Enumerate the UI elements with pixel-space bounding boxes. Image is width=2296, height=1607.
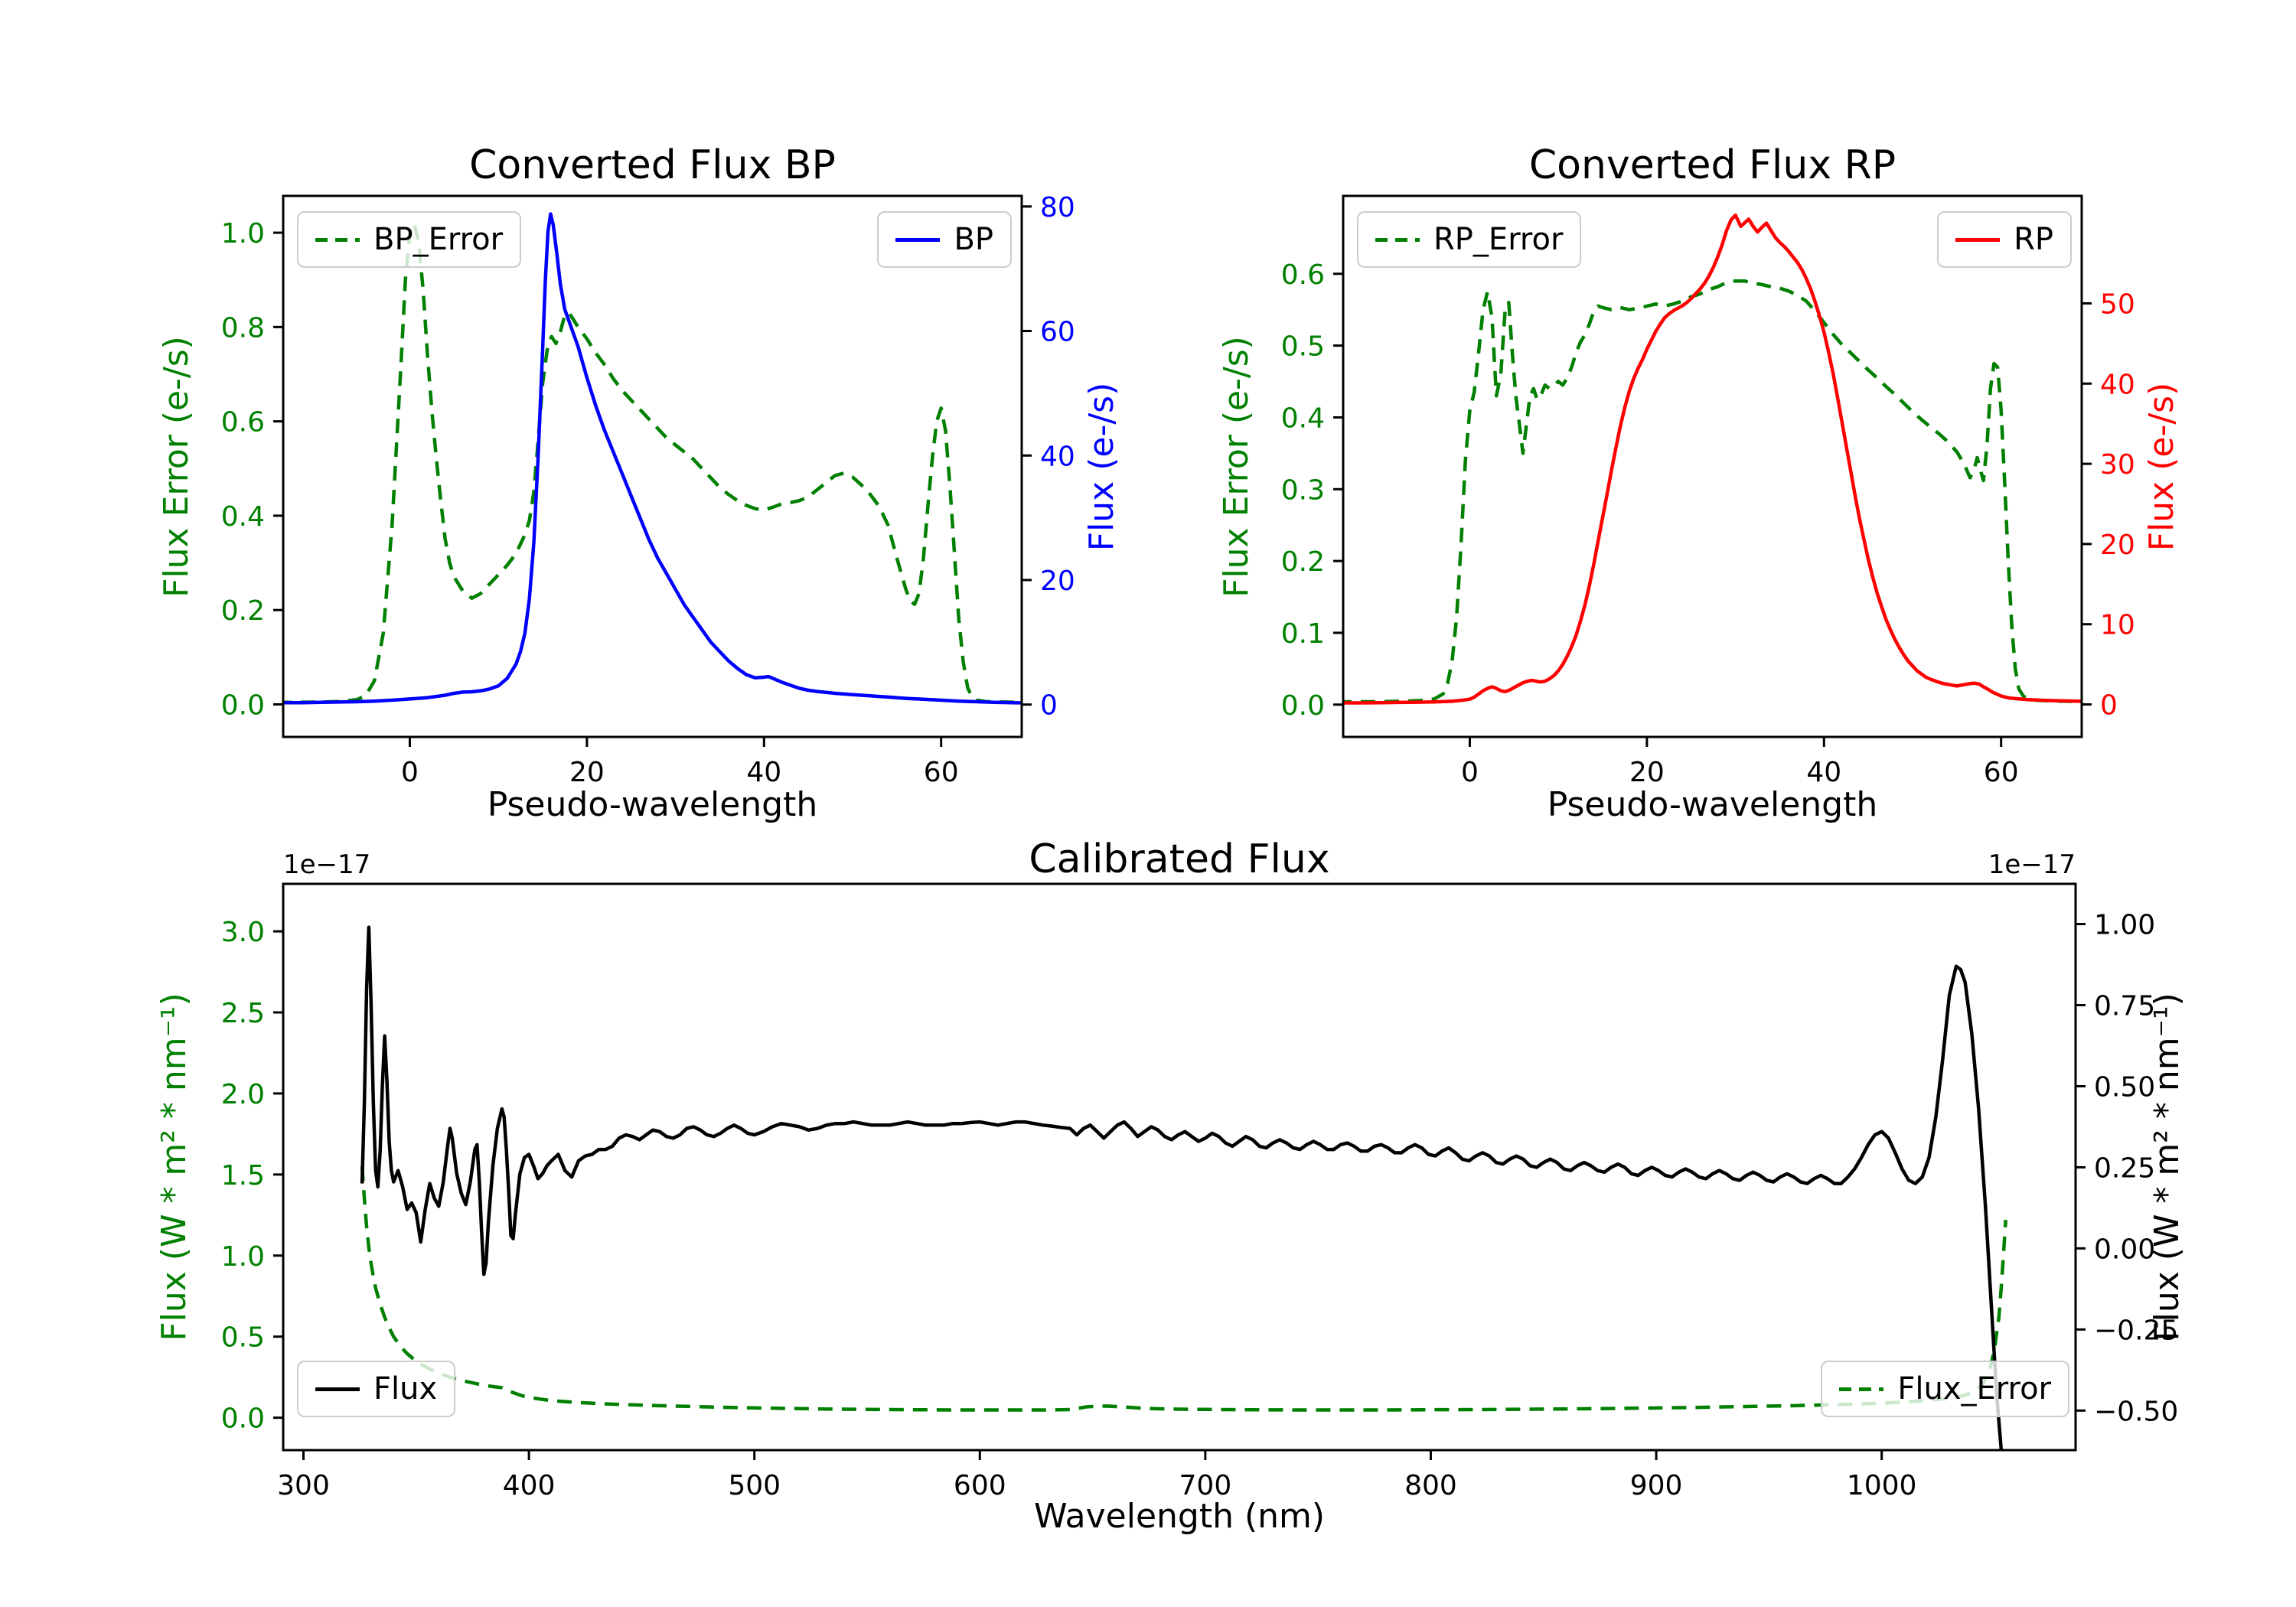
y-axis-label-bp-flux: Flux (e-/s) (1081, 382, 1121, 552)
y-tick-label: 60 (1040, 317, 1075, 348)
y-tick-label: 40 (2100, 369, 2135, 400)
x-tick-label: 40 (1806, 757, 1841, 788)
y-tick-label: 50 (2100, 288, 2135, 320)
y-tick-label: 20 (1040, 566, 1075, 597)
legend-flux: Flux (297, 1361, 456, 1417)
y-tick-label: 3.0 (221, 917, 265, 948)
x-tick-label: 400 (503, 1470, 556, 1501)
y-tick-label: 0.8 (221, 312, 265, 344)
y-tick-label: 0.2 (221, 595, 265, 627)
chart-title-rp: Converted Flux RP (1528, 142, 1896, 188)
y-tick-label: 80 (1040, 192, 1075, 223)
y-tick-label: 0.2 (1281, 546, 1325, 578)
y-tick-label: 0.4 (221, 501, 265, 533)
legend-line-bp-error (315, 237, 360, 242)
axes-frame-bp (282, 194, 1023, 738)
x-tick-label: 20 (1629, 757, 1665, 788)
legend-bp-error: BP_Error (297, 211, 522, 268)
x-tick-label: 600 (954, 1470, 1006, 1501)
x-axis-label-calibrated: Wavelength (nm) (1033, 1497, 1326, 1536)
legend-line-flux (315, 1387, 360, 1391)
y-tick-label: 0 (2100, 690, 2118, 722)
y-tick-label: 0 (1040, 690, 1058, 722)
y-tick-label: 0.3 (1281, 474, 1325, 506)
y-tick-label: 40 (1040, 441, 1075, 472)
y-tick-label: 10 (2100, 610, 2135, 641)
x-tick-label: 800 (1404, 1470, 1457, 1501)
y-tick-label: 0.00 (2094, 1234, 2155, 1265)
y-tick-label: 0.25 (2094, 1152, 2155, 1184)
legend-label-rp: RP (2014, 222, 2053, 257)
x-axis-label-rp: Pseudo-wavelength (1547, 785, 1878, 824)
y-axis-label-cal-left: Flux (W * m² * nm⁻¹) (154, 993, 194, 1341)
legend-label-flux: Flux (373, 1371, 438, 1407)
series-RP (1343, 213, 2082, 705)
y-tick-label: 1.00 (2094, 910, 2155, 941)
y-axis-label-bp-error: Flux Error (e-/s) (156, 336, 196, 598)
legend-label-bp: BP (954, 222, 993, 257)
legend-rp: RP (1937, 211, 2072, 268)
y-tick-label: −0.25 (2094, 1315, 2178, 1346)
x-tick-label: 500 (728, 1470, 781, 1501)
series-BP (283, 212, 1022, 705)
legend-line-rp (1955, 237, 2001, 242)
series-Flux (360, 925, 2004, 1450)
offset-text-cal-right: 1e−17 (1988, 849, 2076, 880)
x-tick-label: 60 (924, 757, 959, 788)
y-tick-label: 1.5 (221, 1160, 265, 1191)
y-tick-label: 0.0 (1281, 690, 1325, 722)
x-tick-label: 40 (746, 757, 781, 788)
series-RP_Error (1343, 279, 2082, 704)
y-tick-label: 0.75 (2094, 991, 2155, 1022)
legend-flux-error: Flux_Error (1821, 1361, 2069, 1417)
axes-frame-rp (1342, 194, 2083, 738)
x-axis-label-bp: Pseudo-wavelength (487, 785, 818, 824)
y-axis-label-rp-flux: Flux (e-/s) (2141, 382, 2181, 552)
y-tick-label: 2.5 (221, 998, 265, 1029)
y-tick-label: 0.6 (1281, 259, 1325, 291)
y-tick-label: 1.0 (221, 1241, 265, 1273)
y-tick-label: 0.5 (1281, 331, 1325, 363)
y-tick-label: −0.50 (2094, 1396, 2178, 1427)
y-tick-label: 1.0 (221, 218, 265, 249)
y-tick-label: 0.0 (221, 1403, 265, 1435)
x-tick-label: 1000 (1847, 1470, 1917, 1501)
y-tick-label: 0.4 (1281, 403, 1325, 434)
x-tick-label: 60 (1984, 757, 2019, 788)
y-tick-label: 0.6 (221, 407, 265, 438)
series-Flux_Error (360, 1166, 2007, 1412)
y-tick-label: 2.0 (221, 1079, 265, 1110)
x-tick-label: 0 (401, 757, 419, 788)
legend-line-flux-error (1839, 1387, 1884, 1391)
x-tick-label: 900 (1630, 1470, 1683, 1501)
y-axis-label-cal-right: Flux (W * m² * nm⁻¹) (2147, 993, 2187, 1341)
y-tick-label: 0.5 (221, 1322, 265, 1354)
x-tick-label: 20 (569, 757, 605, 788)
series-BP_Error (283, 221, 1022, 705)
legend-line-rp-error (1375, 237, 1420, 242)
y-tick-label: 0.0 (221, 689, 265, 721)
y-tick-label: 30 (2100, 449, 2135, 481)
legend-bp: BP (877, 211, 1012, 268)
y-tick-label: 0.1 (1281, 618, 1325, 650)
x-tick-label: 300 (277, 1470, 330, 1501)
x-tick-label: 0 (1461, 757, 1479, 788)
y-tick-label: 20 (2100, 530, 2135, 561)
legend-label-flux-error: Flux_Error (1897, 1371, 2051, 1407)
x-tick-label: 700 (1179, 1470, 1232, 1501)
offset-text-cal-left: 1e−17 (283, 849, 371, 880)
axes-frame-calibrated (282, 882, 2077, 1452)
chart-title-calibrated: Calibrated Flux (1029, 836, 1330, 882)
legend-rp-error: RP_Error (1357, 211, 1582, 268)
legend-label-bp-error: BP_Error (373, 222, 504, 257)
legend-label-rp-error: RP_Error (1433, 222, 1564, 257)
legend-line-bp (895, 237, 941, 242)
chart-title-bp: Converted Flux BP (469, 142, 836, 188)
y-tick-label: 0.50 (2094, 1071, 2155, 1103)
y-axis-label-rp-error: Flux Error (e-/s) (1216, 336, 1256, 598)
